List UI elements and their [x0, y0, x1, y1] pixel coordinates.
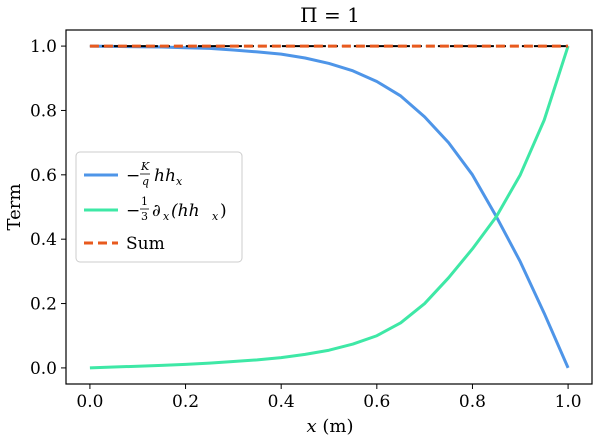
- x-axis-ticks: 0.0 0.2 0.4 0.6 0.8 1.0: [76, 384, 582, 412]
- legend-1-sub: x: [176, 175, 183, 188]
- legend-label-series-2: − 1 3 ∂ x (hh x ): [126, 195, 227, 223]
- y-tick-label: 0.4: [30, 230, 57, 250]
- legend: − K q hh x − 1 3 ∂ x (hh x ) Sum: [75, 151, 243, 263]
- legend-2-sub: x: [163, 210, 170, 223]
- chart-title: Π = 1: [300, 3, 360, 27]
- x-tick-label: 0.2: [172, 392, 199, 412]
- legend-2-frac-den: 3: [141, 210, 148, 223]
- legend-1-frac-num: K: [140, 160, 150, 173]
- x-tick-label: 0.6: [363, 392, 390, 412]
- y-axis-ticks: 0.0 0.2 0.4 0.6 0.8 1.0: [30, 37, 66, 379]
- legend-2-minus: −: [126, 201, 140, 221]
- x-axis-label: x (m): [307, 416, 354, 437]
- legend-2-frac-num: 1: [141, 195, 148, 208]
- legend-frame: [75, 151, 243, 263]
- series-line-partial-x: [89, 45, 570, 370]
- y-tick-label: 0.2: [30, 295, 57, 315]
- x-tick-label: 0.4: [268, 392, 295, 412]
- y-tick-label: 0.0: [30, 359, 57, 379]
- legend-1-rest: hh: [154, 166, 176, 186]
- series-line-k-over-q: [89, 44, 570, 369]
- legend-2-partial: ∂: [152, 201, 161, 221]
- plot-frame: [65, 29, 593, 385]
- y-tick-label: 0.8: [30, 101, 57, 121]
- x-tick-label: 1.0: [555, 392, 582, 412]
- y-tick-label: 1.0: [30, 37, 57, 57]
- legend-2-tail: (hh: [171, 201, 200, 221]
- legend-label-series-1: − K q hh x: [126, 160, 183, 188]
- legend-1-frac-den: q: [142, 175, 149, 188]
- y-tick-label: 0.6: [30, 166, 57, 186]
- x-tick-label: 0.0: [76, 392, 103, 412]
- legend-2-sub2: x: [212, 210, 219, 223]
- x-tick-label: 0.8: [459, 392, 486, 412]
- legend-label-sum: Sum: [126, 234, 165, 254]
- series-layer: [89, 44, 570, 370]
- legend-1-minus: −: [126, 166, 140, 186]
- legend-2-tail2: ): [220, 201, 227, 221]
- y-axis-label: Term: [4, 184, 25, 231]
